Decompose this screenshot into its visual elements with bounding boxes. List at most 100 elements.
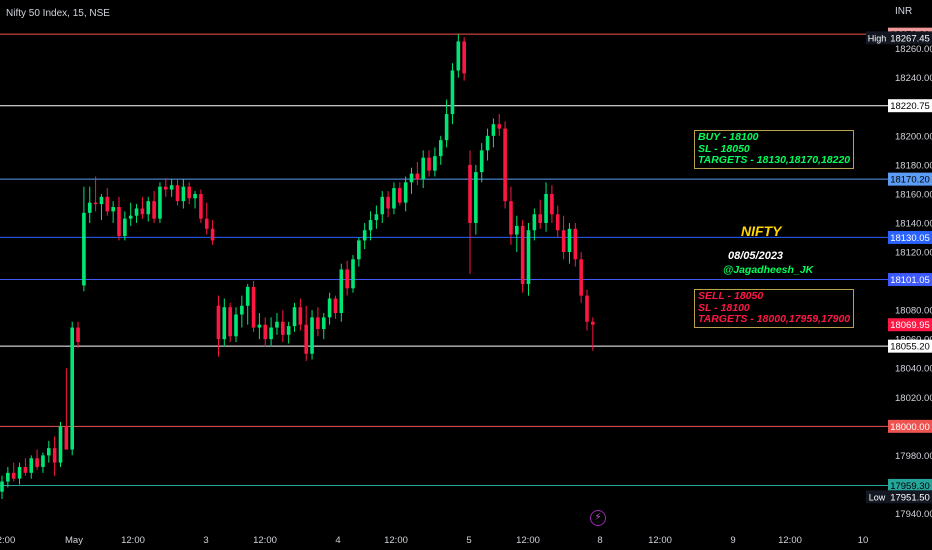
candle[interactable] bbox=[17, 462, 22, 485]
candle[interactable] bbox=[532, 208, 537, 241]
candle[interactable] bbox=[105, 188, 110, 216]
candle[interactable] bbox=[41, 452, 45, 473]
candle[interactable] bbox=[351, 254, 355, 293]
candle[interactable] bbox=[398, 182, 402, 206]
candle[interactable] bbox=[228, 302, 232, 343]
candle[interactable] bbox=[403, 176, 408, 212]
candle[interactable] bbox=[70, 321, 74, 456]
candle[interactable] bbox=[509, 186, 513, 245]
candle[interactable] bbox=[134, 204, 139, 223]
candle[interactable] bbox=[152, 191, 156, 223]
candle[interactable] bbox=[444, 99, 449, 148]
candle[interactable] bbox=[204, 202, 209, 235]
candle[interactable] bbox=[175, 179, 180, 206]
candle[interactable] bbox=[497, 114, 502, 136]
candle[interactable] bbox=[164, 177, 168, 197]
candle[interactable] bbox=[485, 128, 490, 161]
candle[interactable] bbox=[392, 182, 396, 215]
candle[interactable] bbox=[327, 292, 332, 325]
candle[interactable] bbox=[468, 150, 472, 274]
candle[interactable] bbox=[257, 313, 262, 340]
candle[interactable] bbox=[269, 317, 273, 347]
sell-annotation[interactable]: SELL - 18050 SL - 18100 TARGETS - 18000,… bbox=[694, 289, 855, 328]
candle[interactable] bbox=[386, 191, 390, 218]
candle[interactable] bbox=[0, 475, 4, 499]
candle[interactable] bbox=[479, 143, 484, 183]
candle[interactable] bbox=[93, 176, 98, 212]
candle[interactable] bbox=[491, 118, 496, 148]
candle[interactable] bbox=[146, 196, 151, 222]
candle[interactable] bbox=[450, 63, 455, 125]
candle[interactable] bbox=[245, 283, 250, 325]
candle[interactable] bbox=[263, 317, 268, 347]
candle[interactable] bbox=[199, 189, 203, 223]
candle[interactable] bbox=[526, 222, 531, 296]
candle[interactable] bbox=[555, 205, 560, 238]
candle[interactable] bbox=[339, 263, 344, 322]
buy-annotation[interactable]: BUY - 18100 SL - 18050 TARGETS - 18130,1… bbox=[694, 130, 855, 169]
candle[interactable] bbox=[538, 199, 542, 229]
candle[interactable] bbox=[29, 455, 34, 479]
candle[interactable] bbox=[503, 121, 507, 209]
candle[interactable] bbox=[357, 237, 361, 267]
candle[interactable] bbox=[234, 307, 238, 343]
candle[interactable] bbox=[456, 34, 461, 78]
candle[interactable] bbox=[128, 202, 133, 226]
candle[interactable] bbox=[427, 150, 431, 177]
candle[interactable] bbox=[310, 310, 314, 360]
candle[interactable] bbox=[6, 466, 10, 488]
candle[interactable] bbox=[123, 211, 127, 241]
candle[interactable] bbox=[275, 313, 279, 335]
candle[interactable] bbox=[362, 222, 367, 250]
candle[interactable] bbox=[421, 150, 425, 189]
candle[interactable] bbox=[579, 252, 583, 303]
candle[interactable] bbox=[474, 164, 478, 235]
candle[interactable] bbox=[567, 222, 572, 264]
candle[interactable] bbox=[573, 222, 578, 267]
candle[interactable] bbox=[222, 298, 227, 347]
candle[interactable] bbox=[47, 440, 51, 463]
candle[interactable] bbox=[316, 307, 320, 337]
candle[interactable] bbox=[520, 220, 525, 293]
candle[interactable] bbox=[286, 321, 291, 344]
candle[interactable] bbox=[544, 182, 548, 232]
candle[interactable] bbox=[87, 186, 92, 223]
candle[interactable] bbox=[193, 191, 197, 209]
candle[interactable] bbox=[462, 37, 466, 81]
candle[interactable] bbox=[550, 185, 554, 223]
candle[interactable] bbox=[216, 295, 221, 357]
candle[interactable] bbox=[561, 215, 566, 260]
candle[interactable] bbox=[240, 295, 244, 328]
candle[interactable] bbox=[58, 421, 63, 467]
candle[interactable] bbox=[321, 313, 326, 340]
candle[interactable] bbox=[345, 260, 349, 296]
candle[interactable] bbox=[82, 186, 86, 292]
candle[interactable] bbox=[158, 182, 162, 223]
candle[interactable] bbox=[187, 182, 191, 205]
candle[interactable] bbox=[380, 191, 385, 223]
candle[interactable] bbox=[433, 147, 437, 177]
candle[interactable] bbox=[585, 289, 589, 331]
candle[interactable] bbox=[181, 179, 186, 209]
candle[interactable] bbox=[374, 205, 379, 229]
bolt-icon[interactable]: ⚡ bbox=[590, 510, 606, 526]
candle[interactable] bbox=[591, 317, 595, 351]
candle[interactable] bbox=[515, 215, 519, 253]
candle[interactable] bbox=[438, 135, 443, 165]
candle[interactable] bbox=[210, 220, 215, 245]
candle[interactable] bbox=[169, 179, 174, 197]
candle[interactable] bbox=[35, 449, 39, 470]
candle[interactable] bbox=[292, 302, 297, 332]
candle[interactable] bbox=[415, 161, 420, 186]
candle[interactable] bbox=[23, 458, 28, 476]
candle[interactable] bbox=[409, 167, 414, 194]
candle[interactable] bbox=[140, 196, 145, 219]
candle[interactable] bbox=[281, 310, 285, 343]
candle[interactable] bbox=[111, 201, 115, 223]
candle[interactable] bbox=[76, 321, 80, 348]
candle[interactable] bbox=[368, 211, 373, 241]
candle[interactable] bbox=[52, 436, 57, 476]
time-axis[interactable]: 2:00 May 12:00 3 12:00 4 12:00 5 12:00 8 12:00 9 12:… bbox=[0, 535, 868, 546]
candle[interactable] bbox=[11, 462, 16, 482]
